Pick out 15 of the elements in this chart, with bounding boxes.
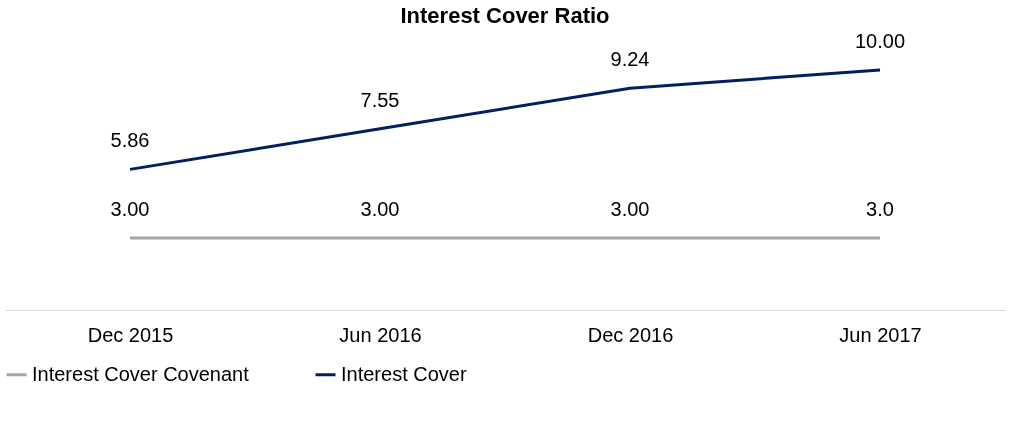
data-label: 3.00 (360, 198, 400, 220)
x-tick-label: Jun 2016 (339, 323, 422, 346)
chart-title: Interest Cover Ratio (400, 3, 610, 28)
data-label: 10.00 (854, 30, 906, 52)
data-label: 5.86 (110, 129, 150, 152)
legend-label: Interest Cover (341, 362, 467, 385)
legend-label: Interest Cover Covenant (32, 362, 250, 385)
data-label: 3.00 (610, 198, 650, 220)
x-tick-label: Dec 2016 (587, 323, 674, 346)
data-label: 9.24 (610, 48, 650, 71)
data-label: 3.00 (110, 198, 150, 220)
data-label: 7.55 (360, 88, 400, 111)
x-tick-label: Dec 2015 (87, 323, 174, 346)
x-tick-label: Jun 2017 (839, 323, 922, 346)
data-label: 3.0 (866, 198, 894, 220)
